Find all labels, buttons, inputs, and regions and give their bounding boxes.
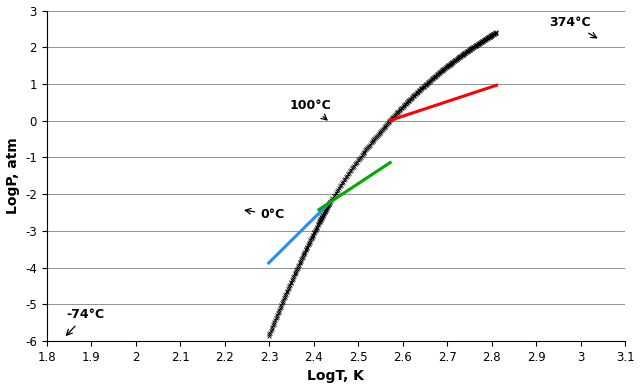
Text: 0°C: 0°C xyxy=(245,208,285,221)
Text: 100°C: 100°C xyxy=(289,99,331,120)
Y-axis label: LogP, atm: LogP, atm xyxy=(6,137,20,214)
Text: 374°C: 374°C xyxy=(550,16,596,38)
Text: -74°C: -74°C xyxy=(67,308,105,335)
X-axis label: LogT, K: LogT, K xyxy=(307,370,364,384)
